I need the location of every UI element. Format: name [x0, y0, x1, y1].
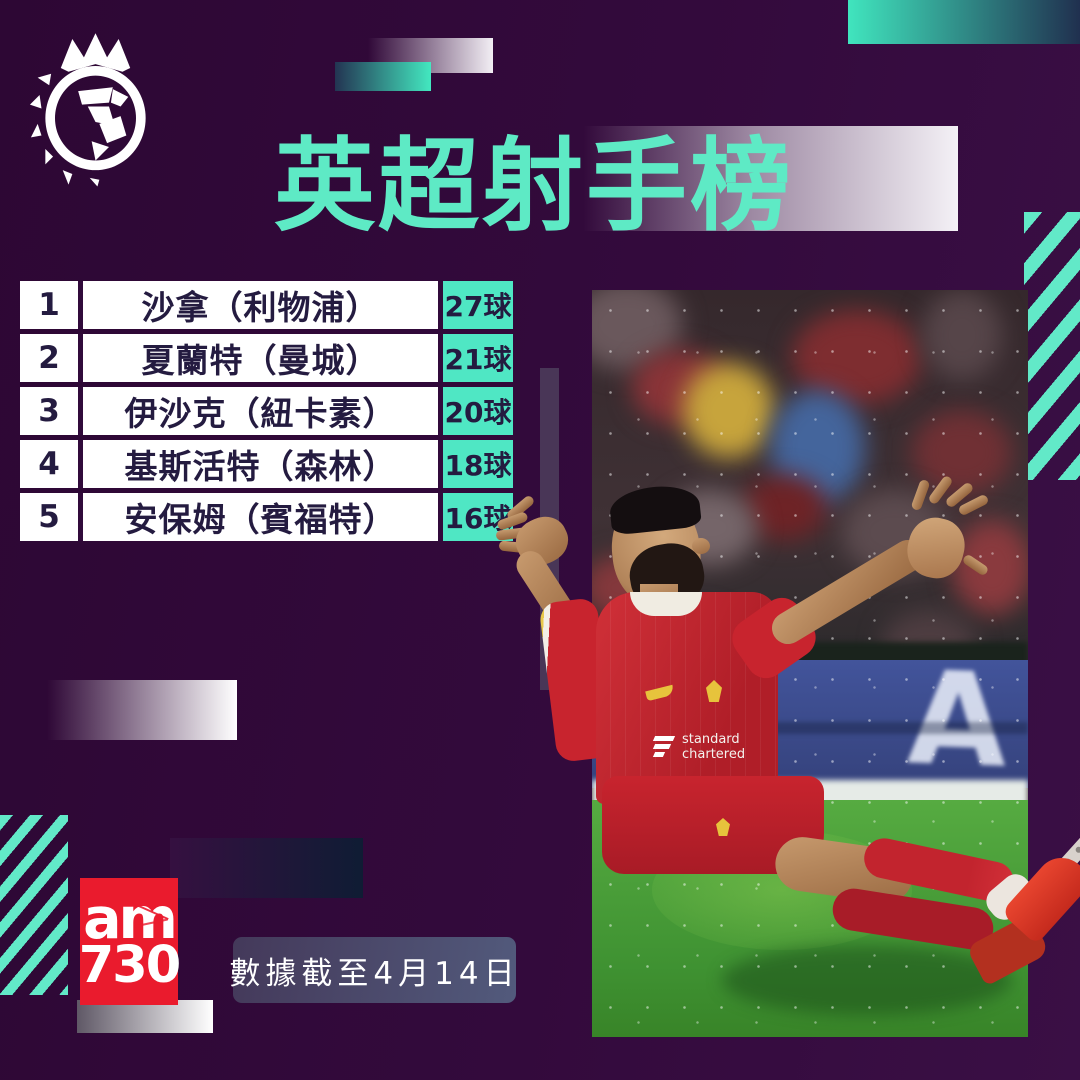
player-cell: 伊沙克（紐卡素）	[83, 387, 438, 435]
photo-backdrop-sliver	[540, 368, 559, 690]
table-row: 3 伊沙克（紐卡素） 20球	[20, 387, 513, 435]
goals-cell: 16球	[443, 493, 513, 541]
deco-bar-grey-bottom	[77, 1000, 213, 1033]
rain-overlay	[592, 290, 1028, 1037]
rank-cell: 4	[20, 440, 78, 488]
am730-logo-line2: 730	[78, 936, 181, 996]
top-scorers-table: 1 沙拿（利物浦） 27球 2 夏蘭特（曼城） 21球 3 伊沙克（紐卡素） 2…	[20, 281, 513, 546]
player-shadow	[722, 945, 1012, 1015]
goals-cell: 20球	[443, 387, 513, 435]
table-row: 1 沙拿（利物浦） 27球	[20, 281, 513, 329]
rank-cell: 1	[20, 281, 78, 329]
diagonal-stripes-bottom-left	[0, 815, 68, 995]
player-cell: 安保姆（賓福特）	[83, 493, 438, 541]
rank-cell: 2	[20, 334, 78, 382]
table-row: 5 安保姆（賓福特） 16球	[20, 493, 513, 541]
yellow-steward-blob	[683, 363, 775, 458]
table-row: 4 基斯活特（森林） 18球	[20, 440, 513, 488]
am730-logo: am 730	[78, 878, 181, 1005]
premier-league-lion-icon	[29, 33, 146, 187]
data-cutoff-note: 數據截至4月14日	[229, 937, 516, 1003]
page-title: 英超射手榜	[273, 127, 794, 245]
goals-cell: 21球	[443, 334, 513, 382]
player-cell: 夏蘭特（曼城）	[83, 334, 438, 382]
boot-sole	[1035, 829, 1080, 898]
rank-cell: 3	[20, 387, 78, 435]
deco-bar-teal-top	[335, 62, 431, 91]
player-celebration-photo: A	[592, 290, 1028, 1037]
title-backdrop-bar	[583, 126, 958, 231]
goals-cell: 18球	[443, 440, 513, 488]
table-row: 2 夏蘭特（曼城） 21球	[20, 334, 513, 382]
player-cell: 沙拿（利物浦）	[83, 281, 438, 329]
player-cell: 基斯活特（森林）	[83, 440, 438, 488]
deco-bar-navy-bottom	[170, 838, 363, 898]
deco-bar-white-mid-left	[47, 680, 237, 740]
rank-cell: 5	[20, 493, 78, 541]
diagonal-stripes-right	[1024, 212, 1080, 480]
goals-cell: 27球	[443, 281, 513, 329]
deco-bar-top-right	[848, 0, 1080, 44]
